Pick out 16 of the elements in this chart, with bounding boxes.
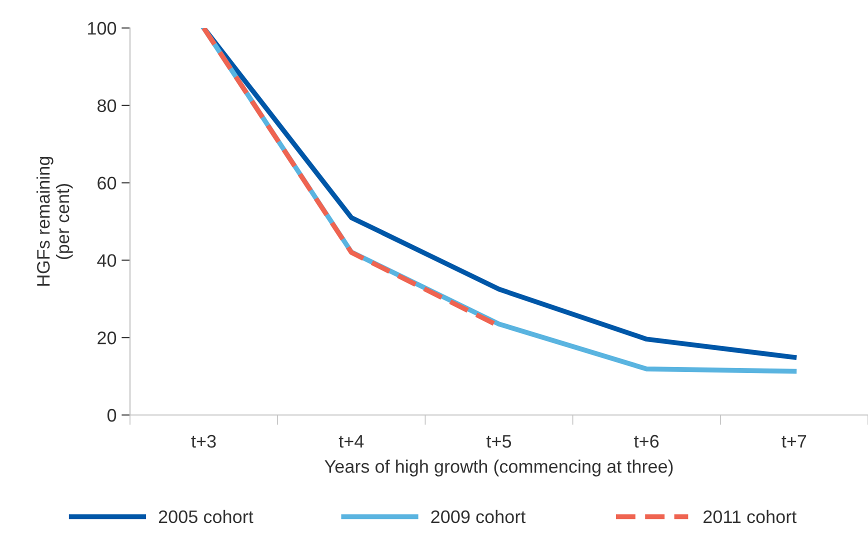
x-tick-label: t+4: [338, 435, 364, 448]
y-axis-title: HGFs remaining (per cent): [36, 156, 73, 286]
legend-label: 2011 cohort: [704, 510, 797, 524]
y-tick-label: 60: [98, 176, 116, 190]
x-axis-title: Years of high growth (commencing at three): [324, 460, 673, 476]
y-tick-label: 20: [98, 332, 116, 344]
x-tick-label: t+3: [191, 434, 216, 448]
legend-label: 2009 cohort: [431, 510, 526, 524]
y-tick-label: 40: [97, 254, 116, 267]
y-tick-label: 100: [88, 22, 116, 35]
x-tick-label: t+7: [782, 435, 806, 448]
y-tick-label: 80: [98, 99, 116, 112]
y-tick-label: 0: [107, 408, 116, 422]
legend-label: 2005 cohort: [158, 510, 254, 524]
x-tick-label: t+6: [634, 434, 659, 448]
x-tick-label: t+5: [486, 435, 512, 448]
